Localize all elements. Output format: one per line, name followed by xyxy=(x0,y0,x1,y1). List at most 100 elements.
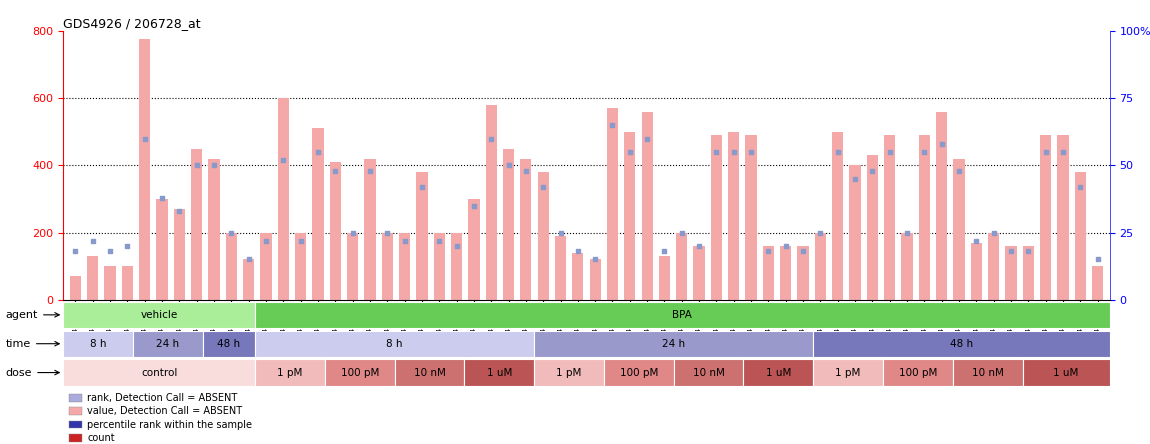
Text: 100 pM: 100 pM xyxy=(898,368,937,377)
Bar xyxy=(399,233,411,300)
Point xyxy=(222,229,240,236)
Point xyxy=(673,229,691,236)
Text: percentile rank within the sample: percentile rank within the sample xyxy=(87,420,252,430)
Bar xyxy=(624,132,636,300)
Text: rank, Detection Call = ABSENT: rank, Detection Call = ABSENT xyxy=(87,393,238,403)
Point xyxy=(742,148,760,155)
Point xyxy=(361,167,380,174)
Point xyxy=(205,162,223,169)
Point xyxy=(187,162,206,169)
Point xyxy=(828,148,846,155)
Bar xyxy=(465,359,534,386)
Bar xyxy=(676,233,688,300)
Bar xyxy=(988,233,999,300)
Point xyxy=(84,237,102,244)
Bar xyxy=(243,259,254,300)
Point xyxy=(933,140,951,147)
Bar xyxy=(394,359,465,386)
Point xyxy=(118,242,137,250)
Bar xyxy=(1092,266,1103,300)
Bar xyxy=(780,246,791,300)
Bar xyxy=(347,233,359,300)
Point xyxy=(1088,256,1106,263)
Point xyxy=(690,242,708,250)
Point xyxy=(638,135,657,142)
Text: count: count xyxy=(87,433,115,443)
Point xyxy=(551,229,569,236)
Point xyxy=(656,248,674,255)
Bar xyxy=(365,159,376,300)
Bar xyxy=(534,330,813,357)
Point xyxy=(396,237,414,244)
Bar xyxy=(434,233,445,300)
Point xyxy=(291,237,309,244)
Bar xyxy=(63,330,133,357)
Bar xyxy=(607,108,618,300)
Point xyxy=(776,242,795,250)
Bar xyxy=(850,166,860,300)
Point xyxy=(967,237,986,244)
Bar xyxy=(902,233,913,300)
Bar xyxy=(416,172,428,300)
Point xyxy=(568,248,586,255)
Point xyxy=(759,248,777,255)
Point xyxy=(344,229,362,236)
Bar xyxy=(260,233,271,300)
Text: dose: dose xyxy=(6,368,60,377)
Bar xyxy=(1005,246,1017,300)
Point xyxy=(136,135,154,142)
Bar xyxy=(255,301,1110,328)
Bar xyxy=(330,162,340,300)
Bar xyxy=(191,149,202,300)
Text: GDS4926 / 206728_at: GDS4926 / 206728_at xyxy=(63,17,201,30)
Text: control: control xyxy=(141,368,177,377)
Text: 100 pM: 100 pM xyxy=(620,368,658,377)
Bar xyxy=(953,159,965,300)
Text: 48 h: 48 h xyxy=(217,339,240,349)
Bar xyxy=(537,172,549,300)
Bar xyxy=(1074,172,1086,300)
Point xyxy=(811,229,829,236)
Bar xyxy=(813,330,1110,357)
Point xyxy=(465,202,483,209)
Bar xyxy=(884,135,896,300)
Point xyxy=(724,148,743,155)
Bar xyxy=(87,256,99,300)
Bar xyxy=(728,132,739,300)
Bar xyxy=(833,132,843,300)
Bar xyxy=(867,155,877,300)
Bar xyxy=(503,149,514,300)
Point xyxy=(482,135,500,142)
Bar xyxy=(63,301,255,328)
Point xyxy=(430,237,449,244)
Point xyxy=(604,122,622,129)
Bar xyxy=(952,359,1022,386)
Point xyxy=(898,229,917,236)
Bar xyxy=(1022,246,1034,300)
Text: agent: agent xyxy=(6,310,60,320)
Bar xyxy=(208,159,220,300)
Point xyxy=(67,248,85,255)
Text: 10 nM: 10 nM xyxy=(972,368,1004,377)
Bar xyxy=(122,266,133,300)
Bar xyxy=(1057,135,1068,300)
Bar xyxy=(202,330,255,357)
Point xyxy=(793,248,812,255)
Bar xyxy=(156,199,168,300)
Point xyxy=(1002,248,1020,255)
Bar xyxy=(105,266,116,300)
Bar xyxy=(814,233,826,300)
Bar xyxy=(693,246,705,300)
Point xyxy=(499,162,518,169)
Point xyxy=(101,248,120,255)
Point xyxy=(864,167,882,174)
Text: 24 h: 24 h xyxy=(662,339,685,349)
Bar xyxy=(63,359,255,386)
Bar xyxy=(744,359,813,386)
Text: 24 h: 24 h xyxy=(156,339,179,349)
Text: vehicle: vehicle xyxy=(140,310,178,320)
Bar xyxy=(520,159,531,300)
Text: 8 h: 8 h xyxy=(386,339,402,349)
Point xyxy=(327,167,345,174)
Bar xyxy=(797,246,808,300)
